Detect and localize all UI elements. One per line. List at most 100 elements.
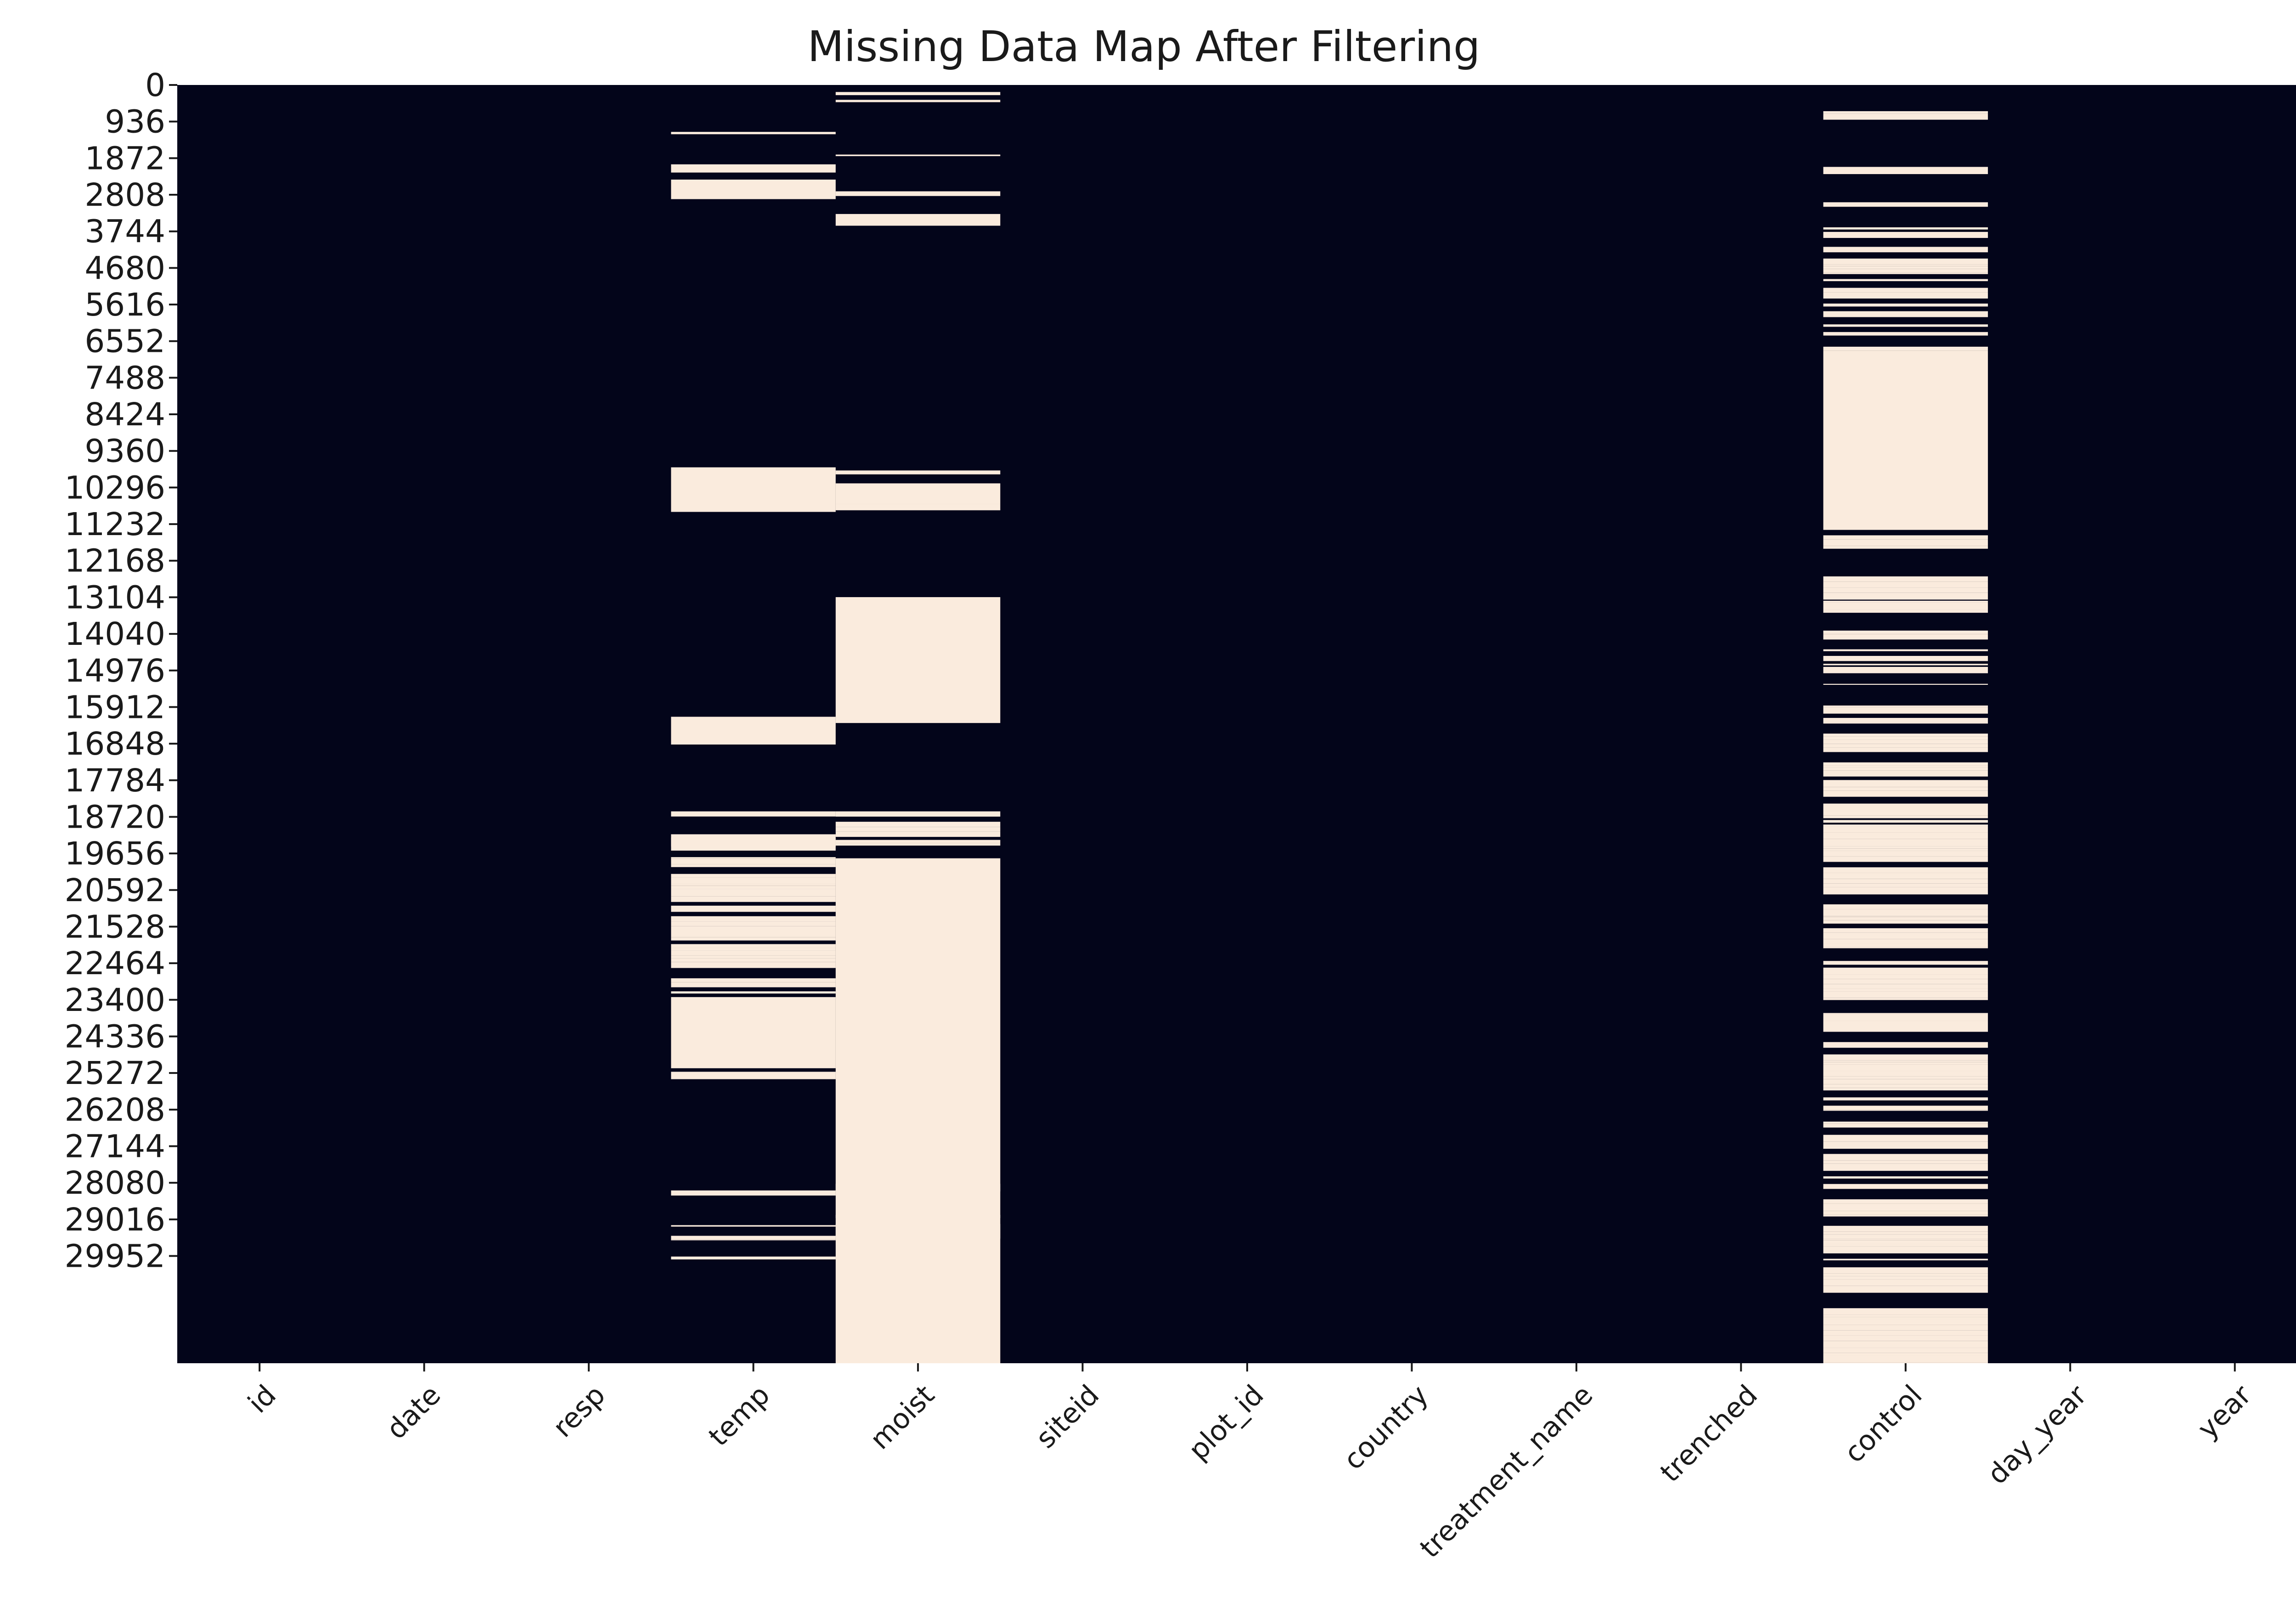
missing-stripe	[1823, 707, 1988, 714]
missing-stripe	[1823, 883, 1988, 887]
missing-stripe	[1823, 739, 1988, 744]
missing-stripe	[1823, 1121, 1988, 1124]
missing-stripe	[1823, 1199, 1988, 1204]
missing-stripe	[1823, 734, 1988, 737]
missing-stripe	[1823, 744, 1988, 748]
missing-stripe	[671, 811, 836, 817]
missing-stripe	[1823, 581, 1988, 588]
missing-stripe	[671, 916, 836, 922]
y-tick-label: 8424	[84, 396, 165, 433]
heatmap-column-moist	[835, 92, 1001, 1363]
missing-stripe	[1823, 1021, 1988, 1025]
missing-stripe	[671, 931, 836, 937]
missing-stripe	[1823, 984, 1988, 989]
missing-stripe	[671, 926, 836, 932]
y-tick-label: 26208	[65, 1092, 166, 1129]
y-tick-label: 21528	[65, 909, 166, 945]
missing-stripe	[1823, 1054, 1988, 1061]
missing-stripe	[1823, 917, 1988, 920]
missing-stripe	[1823, 292, 1988, 299]
missing-stripe	[671, 896, 836, 902]
y-tick-label: 29952	[65, 1238, 166, 1275]
missing-block	[835, 483, 1001, 504]
missing-stripe	[1823, 111, 1988, 114]
missing-stripe	[1823, 879, 1988, 884]
missing-stripe	[1823, 324, 1988, 327]
missing-stripe	[1823, 1079, 1988, 1084]
y-tick-label: 20592	[65, 872, 166, 909]
missing-stripe	[1823, 787, 1988, 791]
missing-stripe	[671, 948, 836, 951]
missing-stripe	[1823, 167, 1988, 175]
y-tick-label: 4680	[84, 250, 165, 287]
missing-stripe	[1823, 269, 1988, 273]
missing-stripe	[671, 1256, 836, 1260]
missing-stripe	[835, 843, 1001, 846]
missing-stripe	[1823, 576, 1988, 582]
missing-stripe	[1823, 593, 1988, 600]
missing-stripe	[1823, 803, 1988, 811]
missing-block	[671, 997, 836, 1068]
missing-stripe	[671, 944, 836, 948]
missing-stripe	[1823, 765, 1988, 767]
missing-stripe	[1823, 961, 1988, 965]
missing-stripe	[1823, 1319, 1988, 1325]
missing-stripe	[1823, 264, 1988, 266]
missing-stripe	[1823, 1123, 1988, 1128]
missing-stripe	[1823, 1097, 1988, 1100]
missing-block	[671, 717, 836, 745]
missing-stripe	[1823, 247, 1988, 253]
plot-area	[177, 85, 2296, 1363]
missing-stripe	[1823, 1071, 1988, 1077]
missing-stripe	[1823, 1060, 1988, 1062]
missing-block	[835, 154, 1001, 156]
y-tick-label: 19656	[65, 835, 166, 872]
heatmap-column-control	[1823, 111, 1988, 1363]
y-tick-label: 13104	[65, 579, 166, 616]
missing-stripe	[1823, 979, 1988, 984]
missing-stripe	[1823, 943, 1988, 947]
missing-stripe	[1823, 1276, 1988, 1280]
missing-stripe	[671, 921, 836, 926]
missing-block	[671, 179, 836, 199]
y-tick-label: 11232	[65, 506, 166, 543]
missing-stripe	[1823, 1014, 1988, 1021]
missing-stripe	[671, 982, 836, 988]
missing-stripe	[1823, 1110, 1988, 1111]
y-tick-label: 9360	[84, 433, 165, 470]
missing-stripe	[671, 1239, 836, 1241]
missing-stripe	[1823, 867, 1988, 873]
y-tick-label: 10296	[65, 469, 166, 506]
missing-stripe	[1823, 1025, 1988, 1032]
missing-stripe	[1823, 1042, 1988, 1048]
missing-stripe	[1823, 279, 1988, 282]
missing-stripe	[1823, 1154, 1988, 1161]
missing-stripe	[671, 950, 836, 956]
missing-stripe	[671, 958, 836, 962]
missing-stripe	[1823, 762, 1988, 766]
missing-stripe	[671, 884, 836, 886]
missing-stripe	[1823, 1062, 1988, 1065]
missing-stripe	[1823, 1341, 1988, 1348]
y-tick-label: 28080	[65, 1165, 166, 1202]
y-tick-label: 23400	[65, 982, 166, 1019]
y-tick-label: 2808	[84, 177, 165, 214]
missing-stripe	[671, 962, 836, 968]
missing-stripe	[1823, 1240, 1988, 1244]
missing-block	[1823, 350, 1988, 530]
y-tick-label: 16848	[65, 726, 166, 762]
missing-stripe	[1823, 609, 1988, 613]
missing-stripe	[1823, 1084, 1988, 1088]
missing-stripe	[1823, 848, 1988, 851]
y-tick-label: 3744	[84, 214, 165, 250]
missing-stripe	[1823, 227, 1988, 230]
missing-stripe	[1823, 846, 1988, 849]
missing-stripe	[1823, 1013, 1988, 1015]
missing-stripe	[671, 846, 836, 851]
missing-block	[671, 837, 836, 847]
missing-stripe	[671, 864, 836, 867]
missing-stripe	[1823, 1330, 1988, 1336]
y-tick-label: 24336	[65, 1018, 166, 1055]
y-tick-label: 17784	[65, 762, 166, 799]
missing-block	[835, 191, 1001, 196]
